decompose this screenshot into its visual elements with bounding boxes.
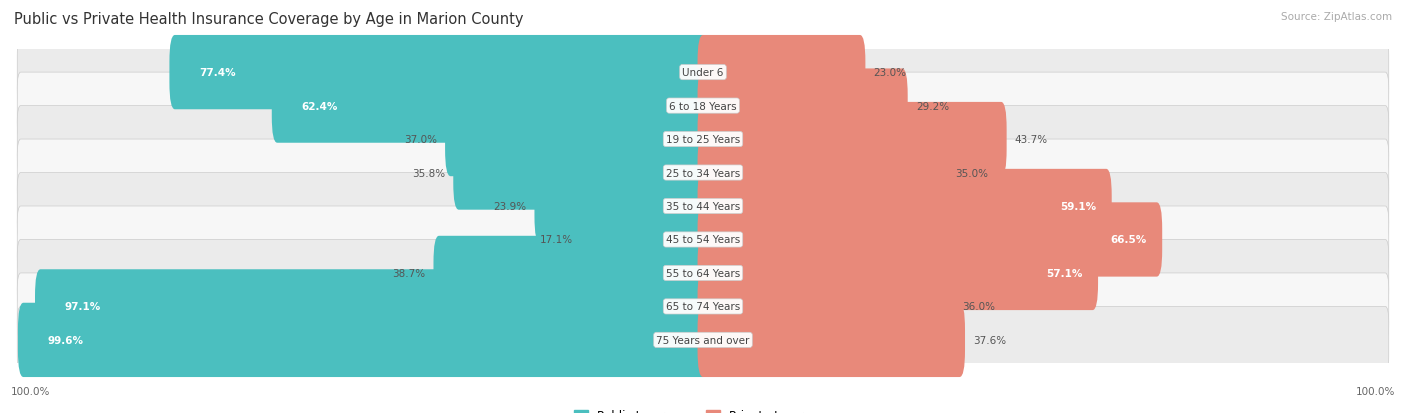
Text: Public vs Private Health Insurance Coverage by Age in Marion County: Public vs Private Health Insurance Cover… [14, 12, 523, 27]
FancyBboxPatch shape [453, 136, 709, 210]
FancyBboxPatch shape [697, 270, 955, 344]
Text: 66.5%: 66.5% [1111, 235, 1146, 245]
Text: 59.1%: 59.1% [1060, 202, 1097, 211]
Text: 37.0%: 37.0% [404, 135, 437, 145]
FancyBboxPatch shape [697, 303, 965, 377]
Text: 17.1%: 17.1% [540, 235, 572, 245]
Text: 38.7%: 38.7% [392, 268, 425, 278]
Text: 77.4%: 77.4% [198, 68, 235, 78]
FancyBboxPatch shape [17, 106, 1389, 173]
Text: 36.0%: 36.0% [962, 301, 995, 312]
Text: 23.0%: 23.0% [873, 68, 907, 78]
FancyBboxPatch shape [581, 203, 709, 277]
FancyBboxPatch shape [534, 169, 709, 244]
FancyBboxPatch shape [17, 240, 1389, 307]
Text: 29.2%: 29.2% [915, 101, 949, 112]
FancyBboxPatch shape [697, 236, 1098, 310]
FancyBboxPatch shape [446, 103, 709, 177]
Text: 35.8%: 35.8% [412, 168, 446, 178]
FancyBboxPatch shape [170, 36, 709, 110]
FancyBboxPatch shape [697, 136, 948, 210]
FancyBboxPatch shape [697, 69, 908, 143]
FancyBboxPatch shape [17, 273, 1389, 340]
Text: Under 6: Under 6 [682, 68, 724, 78]
Text: 75 Years and over: 75 Years and over [657, 335, 749, 345]
FancyBboxPatch shape [18, 303, 709, 377]
Text: 99.6%: 99.6% [48, 335, 83, 345]
Text: 100.0%: 100.0% [1355, 387, 1395, 396]
Text: 6 to 18 Years: 6 to 18 Years [669, 101, 737, 112]
Text: 35.0%: 35.0% [956, 168, 988, 178]
FancyBboxPatch shape [433, 236, 709, 310]
FancyBboxPatch shape [17, 206, 1389, 273]
Text: 19 to 25 Years: 19 to 25 Years [666, 135, 740, 145]
FancyBboxPatch shape [35, 270, 709, 344]
Legend: Public Insurance, Private Insurance: Public Insurance, Private Insurance [569, 404, 837, 413]
Text: 100.0%: 100.0% [11, 387, 51, 396]
FancyBboxPatch shape [17, 173, 1389, 240]
FancyBboxPatch shape [697, 103, 1007, 177]
FancyBboxPatch shape [17, 140, 1389, 206]
FancyBboxPatch shape [697, 36, 866, 110]
Text: 65 to 74 Years: 65 to 74 Years [666, 301, 740, 312]
Text: 97.1%: 97.1% [65, 301, 101, 312]
FancyBboxPatch shape [697, 203, 1163, 277]
Text: Source: ZipAtlas.com: Source: ZipAtlas.com [1281, 12, 1392, 22]
FancyBboxPatch shape [17, 307, 1389, 373]
Text: 35 to 44 Years: 35 to 44 Years [666, 202, 740, 211]
FancyBboxPatch shape [271, 69, 709, 143]
Text: 57.1%: 57.1% [1046, 268, 1083, 278]
Text: 43.7%: 43.7% [1015, 135, 1047, 145]
Text: 55 to 64 Years: 55 to 64 Years [666, 268, 740, 278]
Text: 37.6%: 37.6% [973, 335, 1007, 345]
Text: 25 to 34 Years: 25 to 34 Years [666, 168, 740, 178]
FancyBboxPatch shape [697, 169, 1112, 244]
FancyBboxPatch shape [17, 73, 1389, 140]
FancyBboxPatch shape [17, 40, 1389, 106]
Text: 23.9%: 23.9% [494, 202, 526, 211]
Text: 62.4%: 62.4% [301, 101, 337, 112]
Text: 45 to 54 Years: 45 to 54 Years [666, 235, 740, 245]
